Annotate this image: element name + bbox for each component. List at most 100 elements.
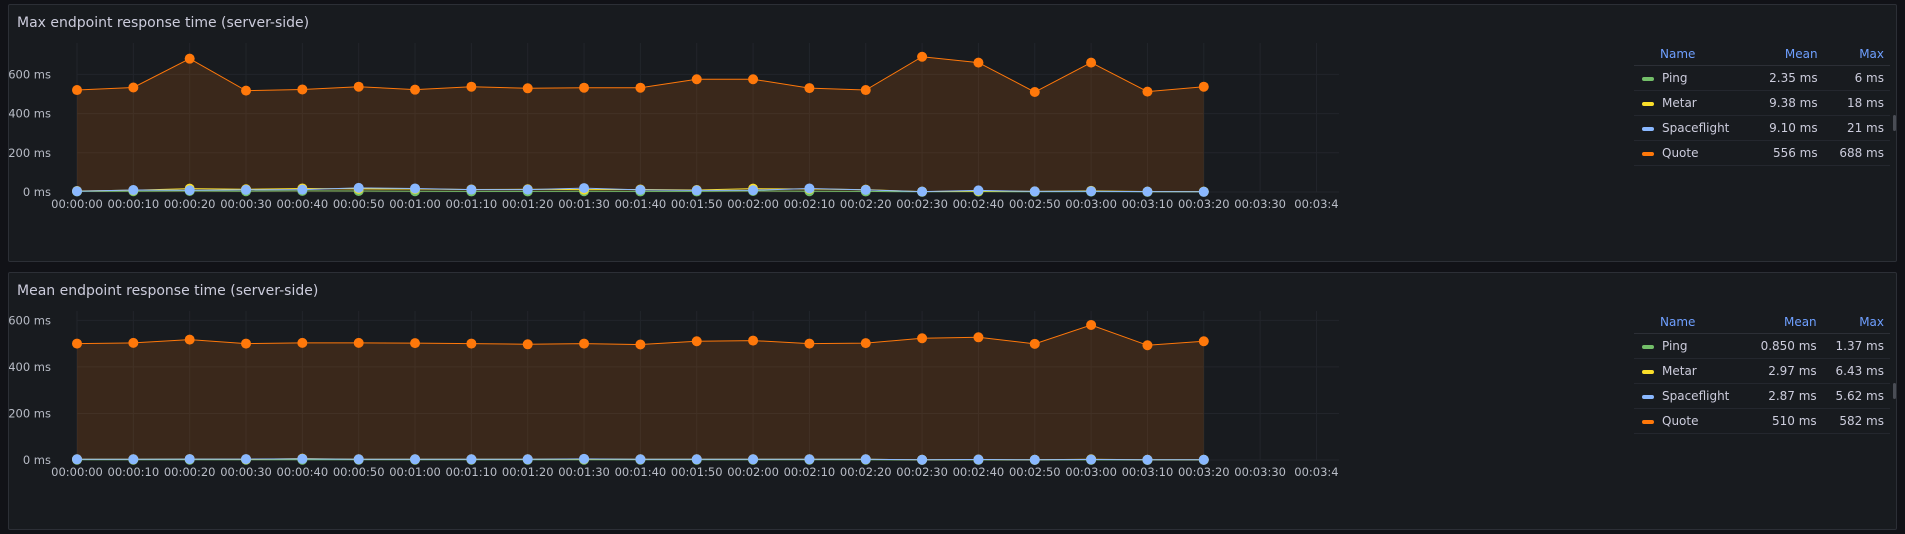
data-point-spaceflight[interactable] (973, 185, 984, 196)
data-point-spaceflight[interactable] (1198, 186, 1209, 197)
data-point-spaceflight[interactable] (860, 184, 871, 195)
data-point-spaceflight[interactable] (917, 186, 928, 197)
legend-header-name[interactable]: Name (1634, 313, 1747, 334)
data-point-quote[interactable] (579, 82, 590, 93)
data-point-quote[interactable] (1198, 81, 1209, 92)
legend-series-name[interactable]: Quote (1662, 414, 1699, 428)
data-point-quote[interactable] (410, 84, 421, 95)
data-point-quote[interactable] (466, 81, 477, 92)
legend-row-quote[interactable]: Quote 510 ms 582 ms (1634, 408, 1890, 434)
data-point-quote[interactable] (748, 74, 759, 85)
legend-series-name[interactable]: Ping (1662, 339, 1688, 353)
data-point-quote[interactable] (635, 339, 646, 350)
data-point-quote[interactable] (353, 81, 364, 92)
data-point-quote[interactable] (72, 338, 82, 349)
series-color-swatch[interactable] (1642, 76, 1654, 81)
data-point-quote[interactable] (1142, 340, 1153, 351)
data-point-spaceflight[interactable] (72, 186, 82, 197)
legend-series-name[interactable]: Spaceflight (1662, 121, 1730, 135)
legend-series-name[interactable]: Ping (1662, 71, 1688, 85)
legend-row-metar[interactable]: Metar 2.97 ms 6.43 ms (1634, 358, 1890, 384)
data-point-spaceflight[interactable] (917, 454, 928, 465)
data-point-quote[interactable] (1029, 87, 1040, 98)
data-point-quote[interactable] (691, 74, 702, 85)
legend-series-name[interactable]: Quote (1662, 146, 1699, 160)
legend-series-name[interactable]: Spaceflight (1662, 389, 1730, 403)
data-point-quote[interactable] (241, 338, 252, 349)
data-point-quote[interactable] (128, 82, 139, 93)
data-point-spaceflight[interactable] (72, 454, 82, 465)
data-point-spaceflight[interactable] (973, 454, 984, 465)
data-point-spaceflight[interactable] (804, 183, 815, 194)
data-point-spaceflight[interactable] (635, 454, 646, 465)
data-point-quote[interactable] (691, 336, 702, 347)
legend-row-metar[interactable]: Metar 9.38 ms 18 ms (1634, 90, 1890, 116)
data-point-spaceflight[interactable] (466, 184, 477, 195)
legend-row-quote[interactable]: Quote 556 ms 688 ms (1634, 140, 1890, 166)
data-point-quote[interactable] (804, 338, 815, 349)
data-point-spaceflight[interactable] (184, 185, 195, 196)
data-point-quote[interactable] (522, 83, 533, 94)
series-color-swatch[interactable] (1642, 419, 1654, 424)
data-point-quote[interactable] (128, 337, 139, 348)
panel-scrollbar[interactable] (1893, 115, 1896, 131)
data-point-quote[interactable] (579, 338, 590, 349)
data-point-quote[interactable] (1142, 86, 1153, 97)
legend-series-name[interactable]: Metar (1662, 364, 1697, 378)
data-point-quote[interactable] (1029, 338, 1040, 349)
data-point-quote[interactable] (973, 57, 984, 68)
data-point-spaceflight[interactable] (579, 183, 590, 194)
data-point-spaceflight[interactable] (241, 454, 252, 465)
data-point-spaceflight[interactable] (128, 185, 139, 196)
data-point-quote[interactable] (804, 83, 815, 94)
data-point-quote[interactable] (72, 85, 82, 96)
data-point-spaceflight[interactable] (297, 184, 308, 195)
data-point-spaceflight[interactable] (522, 454, 533, 465)
panel-scrollbar[interactable] (1893, 383, 1896, 399)
series-color-swatch[interactable] (1642, 101, 1654, 106)
data-point-quote[interactable] (860, 338, 871, 349)
data-point-quote[interactable] (860, 85, 871, 96)
data-point-spaceflight[interactable] (1086, 186, 1097, 197)
data-point-spaceflight[interactable] (353, 454, 364, 465)
chart-max-response[interactable]: 00:00:00 00:00:10 00:00:20 00:00:30 00:00:40… (9, 5, 1354, 263)
legend-header-mean[interactable]: Mean (1746, 313, 1823, 334)
data-point-spaceflight[interactable] (297, 453, 308, 464)
series-color-swatch[interactable] (1642, 394, 1654, 399)
data-point-spaceflight[interactable] (579, 453, 590, 464)
legend-header-max[interactable]: Max (1823, 45, 1890, 66)
series-color-swatch[interactable] (1642, 369, 1654, 374)
data-point-quote[interactable] (635, 82, 646, 93)
data-point-quote[interactable] (917, 51, 928, 62)
data-point-spaceflight[interactable] (1142, 454, 1153, 465)
panel-title[interactable]: Max endpoint response time (server-side) (17, 15, 310, 31)
data-point-spaceflight[interactable] (128, 454, 139, 465)
data-point-spaceflight[interactable] (1198, 454, 1209, 465)
chart-mean-response[interactable]: 00:00:00 00:00:10 00:00:20 00:00:30 00:00:40… (9, 273, 1354, 531)
data-point-quote[interactable] (1086, 57, 1097, 68)
legend-row-spaceflight[interactable]: Spaceflight 9.10 ms 21 ms (1634, 115, 1890, 141)
data-point-spaceflight[interactable] (466, 454, 477, 465)
legend-series-name[interactable]: Metar (1662, 96, 1697, 110)
legend-header-max[interactable]: Max (1822, 313, 1890, 334)
data-point-quote[interactable] (748, 335, 759, 346)
data-point-quote[interactable] (522, 339, 533, 350)
legend-row-ping[interactable]: Ping 0.850 ms 1.37 ms (1634, 333, 1890, 359)
data-point-spaceflight[interactable] (860, 454, 871, 465)
data-point-quote[interactable] (184, 334, 195, 345)
data-point-quote[interactable] (241, 85, 252, 96)
data-point-quote[interactable] (1086, 319, 1097, 330)
legend-row-ping[interactable]: Ping 2.35 ms 6 ms (1634, 65, 1890, 91)
legend-header-mean[interactable]: Mean (1752, 45, 1824, 66)
data-point-spaceflight[interactable] (241, 184, 252, 195)
data-point-spaceflight[interactable] (1086, 454, 1097, 465)
panel-title[interactable]: Mean endpoint response time (server-side… (17, 283, 319, 299)
data-point-spaceflight[interactable] (691, 454, 702, 465)
data-point-quote[interactable] (410, 338, 421, 349)
legend-row-spaceflight[interactable]: Spaceflight 2.87 ms 5.62 ms (1634, 383, 1890, 409)
data-point-quote[interactable] (1198, 336, 1209, 347)
data-point-spaceflight[interactable] (410, 183, 421, 194)
data-point-spaceflight[interactable] (1029, 186, 1040, 197)
data-point-spaceflight[interactable] (184, 454, 195, 465)
data-point-quote[interactable] (184, 53, 195, 64)
